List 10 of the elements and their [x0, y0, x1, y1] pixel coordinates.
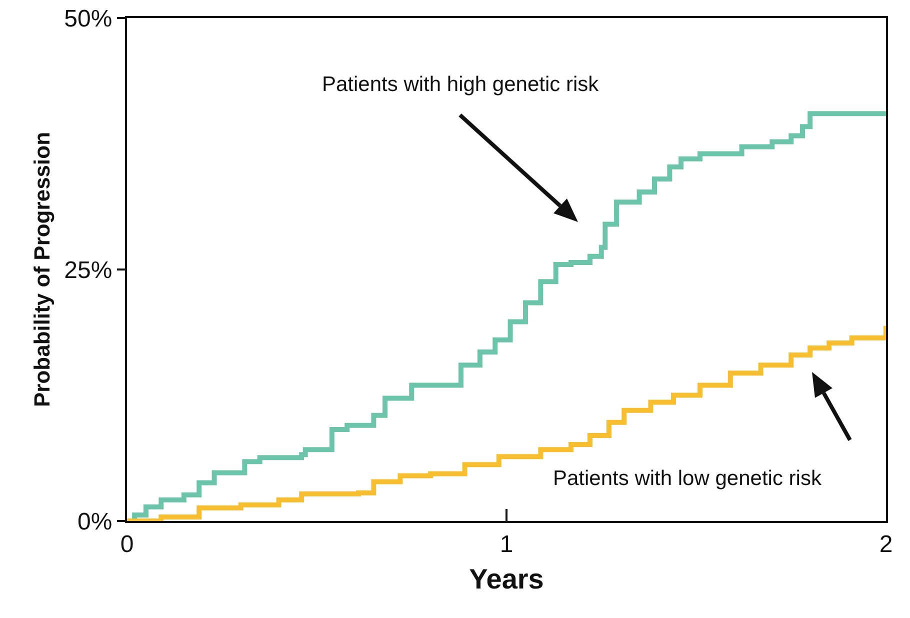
x-tick-label: 0: [120, 530, 134, 558]
y-tick-label: 50%: [64, 5, 112, 32]
y-tick-label: 25%: [64, 256, 112, 284]
y-axis-title: Probability of Progression: [29, 132, 54, 408]
y-tick-label: 0%: [78, 508, 112, 536]
annotation: Patients with low genetic risk: [553, 467, 822, 490]
x-tick-label: 2: [879, 530, 893, 558]
x-tick-label: 1: [500, 530, 514, 558]
x-axis-title: Years: [469, 563, 544, 594]
annotation: Patients with high genetic risk: [322, 73, 600, 96]
